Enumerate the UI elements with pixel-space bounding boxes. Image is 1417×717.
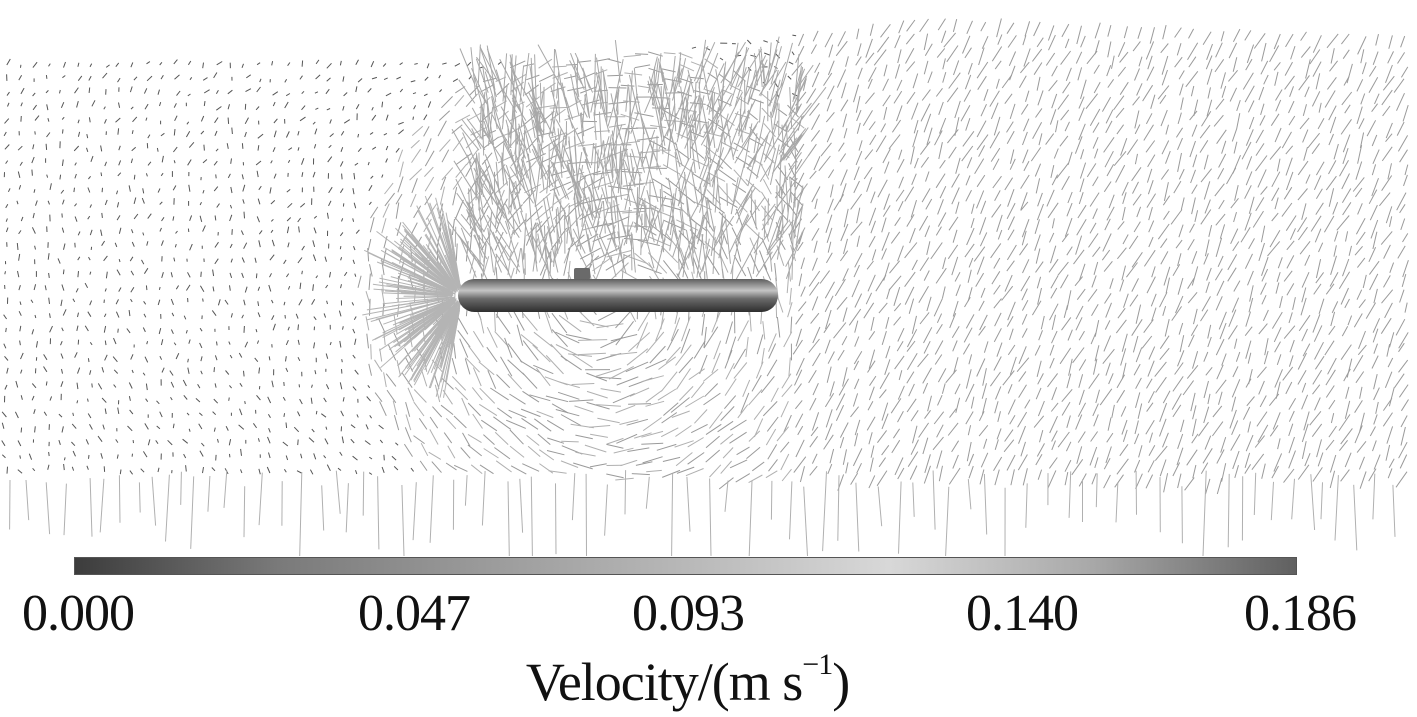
submarine-sail	[574, 268, 590, 280]
colorbar-tick-label: 0.186	[1244, 585, 1357, 642]
velocity-vector-field	[1, 18, 1409, 557]
colorbar-tick-label: 0.000	[22, 585, 135, 642]
colorbar-title-text: Velocity/(m s	[525, 652, 803, 712]
colorbar-tick-label: 0.047	[358, 585, 471, 642]
colorbar-tick-label: 0.140	[966, 585, 1079, 642]
colorbar-tick-label: 0.093	[632, 585, 745, 642]
colorbar	[74, 557, 1297, 575]
colorbar-title-close: )	[832, 652, 850, 712]
submarine-hull	[458, 279, 778, 312]
colorbar-title: Velocity/(m s−1)	[0, 650, 1375, 712]
submarine-model	[458, 268, 778, 312]
colorbar-title-exponent: −1	[802, 648, 833, 681]
